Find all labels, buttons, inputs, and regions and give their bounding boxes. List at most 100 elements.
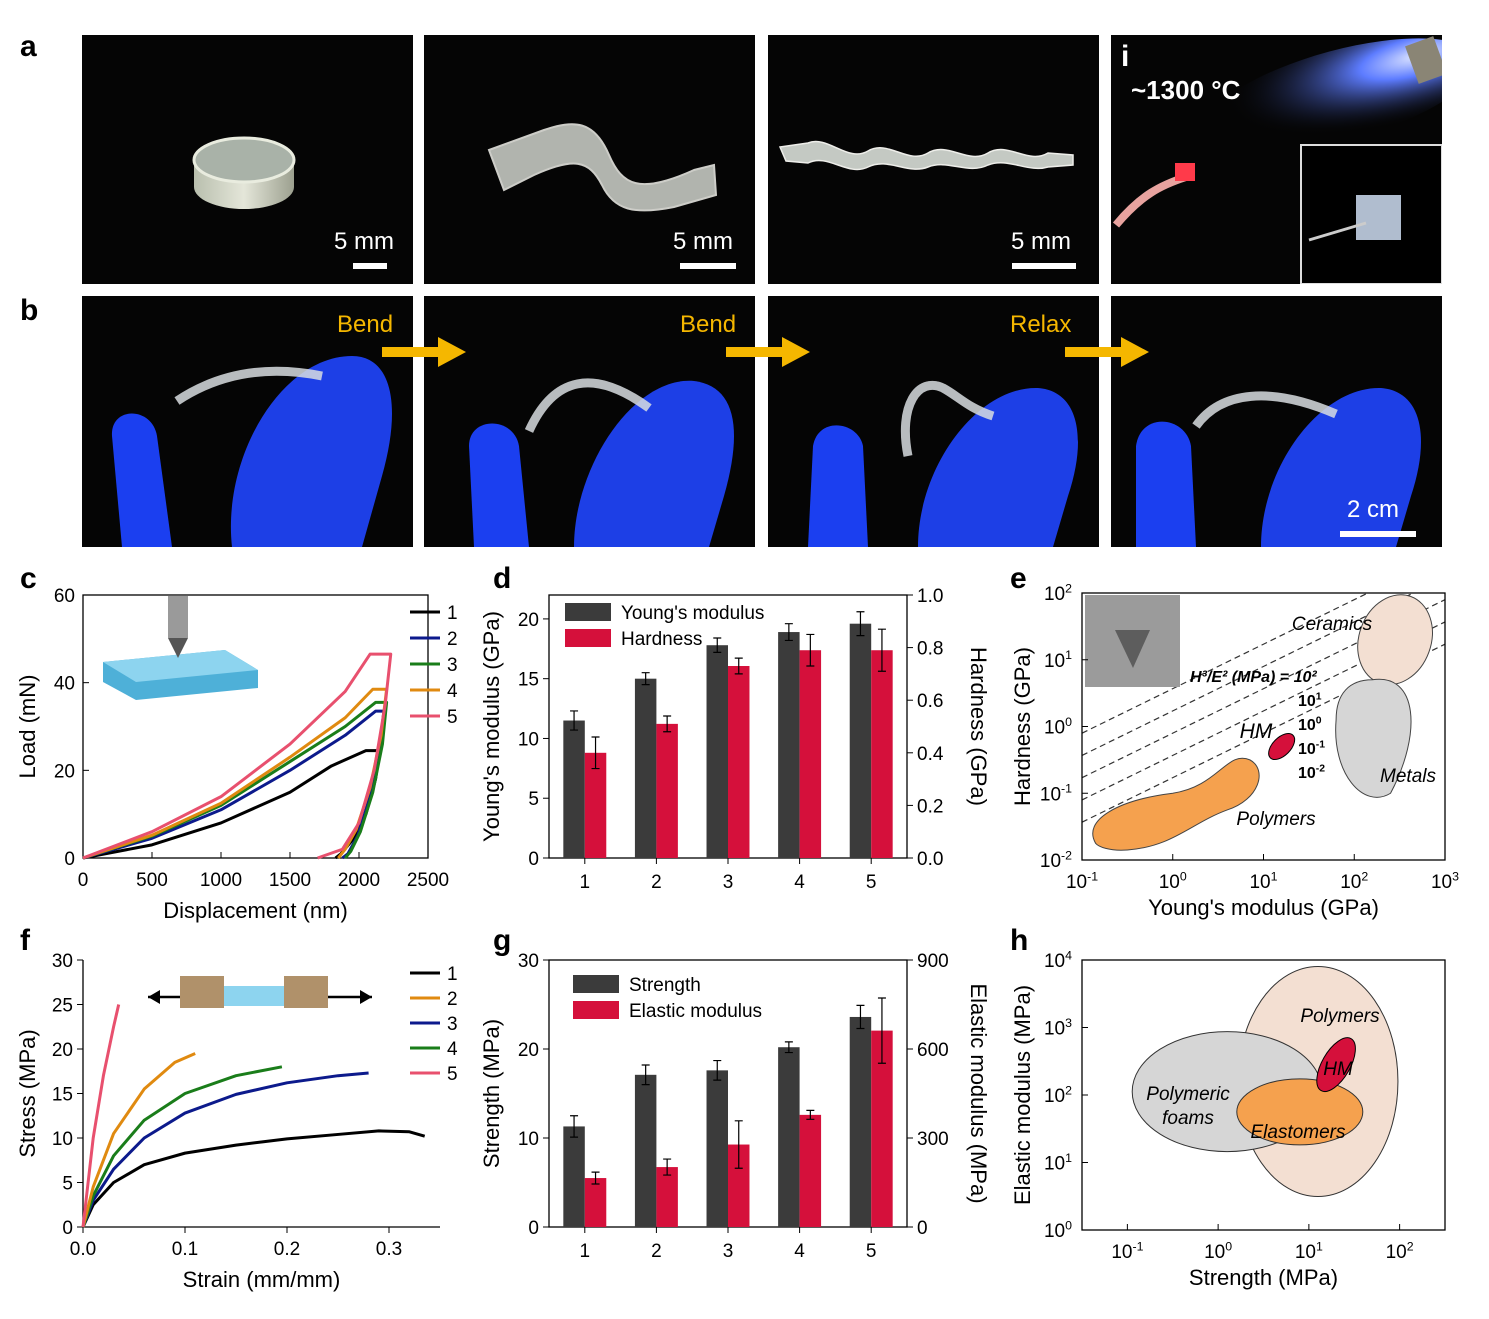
chart-g-errorbar (570, 1115, 579, 1138)
chart-f-ytick-label: 15 (52, 1085, 73, 1106)
chart-d-bar-Young's modulus (778, 632, 800, 858)
chart-g-y2tick-label: 900 (917, 951, 949, 972)
chart-g-y2label: Elastic modulus (MPa) (966, 983, 991, 1203)
chart-e-xtick-label: 101 (1249, 869, 1277, 893)
chart-c-frame (82, 594, 429, 859)
chart-f-series-1 (81, 1129, 426, 1228)
chart-c-series-5 (82, 652, 393, 860)
region-metals (1335, 678, 1412, 798)
chart-f-xtick-label: 0.0 (70, 1239, 96, 1260)
chart-e-region-label: Ceramics (1292, 614, 1373, 635)
chart-g-bar-Strength (849, 1016, 872, 1227)
chart-g-errorbar (734, 1120, 743, 1169)
arrow-label-3: Relax (1010, 311, 1072, 338)
scale-label-3: 5 mm (1011, 228, 1071, 255)
chart-d-bar-Young's modulus (634, 678, 657, 858)
chart-g-bar-Elastic modulus (728, 1144, 750, 1227)
arrow-icon-2 (726, 337, 810, 367)
region-ceramics (1357, 594, 1433, 686)
chart-d-errorbar (713, 637, 722, 653)
chart-f-xtick-label: 0.1 (172, 1239, 198, 1260)
scale-label-4: 2 cm (1347, 496, 1400, 523)
chart-e-ytick-label: 100 (1044, 715, 1072, 739)
indenter-tip-icon (168, 596, 188, 638)
indenter-point-icon (168, 638, 188, 658)
chart-e-dashed-line (1082, 593, 1415, 756)
chart-g-xtick-label: 5 (866, 1241, 877, 1262)
photo-bend-3 (768, 296, 1099, 547)
chart-d-xtick-label: 4 (794, 872, 805, 893)
chart-e-xtick-label: 102 (1340, 869, 1368, 893)
chart-d-xtick-label: 2 (651, 872, 662, 893)
chart-c-xtick-label: 1000 (200, 870, 242, 891)
chart-h-ytick-label: 102 (1044, 1083, 1072, 1107)
chart-e-xtick-label: 10-1 (1066, 869, 1098, 893)
chart-e-dashed-line (1082, 621, 1445, 801)
chart-f-legend-label: 1 (447, 964, 458, 985)
chart-f-ytick-label: 5 (62, 1174, 73, 1195)
chart-h-region-label: Polymeric (1146, 1084, 1230, 1105)
chart-c-legend-label: 4 (447, 681, 458, 702)
chart-g-xtick-label: 4 (794, 1241, 805, 1262)
chart-f-legend-label: 3 (447, 1014, 458, 1035)
photo-relax: 2 cm (1111, 296, 1442, 547)
chart-h-xtick-label: 101 (1295, 1239, 1323, 1263)
chart-d-errorbar (806, 633, 815, 667)
chart-f-series-5 (81, 1004, 121, 1228)
chart-h-ylabel: Elastic modulus (MPa) (1010, 985, 1035, 1205)
disc-sample (192, 136, 296, 209)
chart-d-legend-label: Young's modulus (621, 603, 764, 624)
chart-h-ytick-label: 104 (1044, 948, 1072, 972)
chart-d-xtick-label: 5 (866, 872, 877, 893)
chart-e-xtick-label: 100 (1159, 869, 1187, 893)
chart-e-dashed-line (1082, 643, 1445, 823)
chart-g-xtick-label: 3 (723, 1241, 734, 1262)
chart-f-ytick-label: 20 (52, 1040, 73, 1061)
chart-d-bar-Hardness (584, 752, 607, 858)
region-hm (1316, 1037, 1356, 1093)
chart-d-errorbar (641, 672, 650, 686)
chart-f-xlabel: Strain (mm/mm) (183, 1267, 341, 1292)
panel-letter-g: g (493, 924, 511, 957)
chart-d-legend-label: Hardness (621, 629, 702, 650)
region-elastomers (1236, 1078, 1364, 1146)
panel-letter-d: d (493, 562, 511, 595)
chart-h-ytick-label: 101 (1044, 1151, 1072, 1175)
chart-h-ytick-label: 103 (1044, 1016, 1072, 1040)
chart-d-bar-Young's modulus (849, 623, 872, 858)
chart-d-xtick-label: 3 (723, 872, 734, 893)
scale-label-1: 5 mm (334, 228, 394, 255)
chart-d-errorbar (877, 628, 886, 672)
chart-d-y2tick-label: 0.4 (917, 744, 944, 765)
chart-h-region-label: foams (1162, 1108, 1214, 1129)
chart-d-y2tick-label: 0.8 (917, 639, 943, 660)
chart-f-xtick-label: 0.3 (376, 1239, 402, 1260)
chart-d-ytick-label: 10 (518, 729, 539, 750)
chart-f-ytick-label: 25 (52, 996, 73, 1017)
panel-letter-a: a (20, 30, 37, 63)
chart-e-xlabel: Young's modulus (GPa) (1148, 895, 1379, 920)
panel-letter-c: c (20, 562, 37, 595)
chart-e-ytick-label: 10-2 (1040, 848, 1072, 872)
chart-d-errorbar (784, 623, 793, 642)
chart-g-ytick-label: 10 (518, 1129, 539, 1150)
chart-f-ylabel: Stress (MPa) (15, 1029, 40, 1157)
chart-c-ylabel: Load (mN) (15, 675, 40, 779)
photo-bend-1 (82, 296, 413, 547)
chart-c-xtick-label: 2000 (338, 870, 380, 891)
chart-g-legend-swatch (573, 1001, 619, 1019)
chart-e-region-label: Metals (1380, 766, 1436, 787)
chart-g-errorbar (713, 1059, 722, 1081)
chart-g-xtick-label: 2 (651, 1241, 662, 1262)
panel-letter-h: h (1010, 924, 1028, 957)
scale-bar-3 (1012, 263, 1076, 269)
chart-g-xtick-label: 1 (580, 1241, 591, 1262)
chart-c-xtick-label: 1500 (269, 870, 311, 891)
chart-g-bar-Strength (706, 1070, 728, 1227)
chart-g-errorbar (806, 1109, 815, 1120)
chart-g-y2tick-label: 600 (917, 1040, 949, 1061)
chart-f-legend-label: 4 (447, 1039, 458, 1060)
chart-d-legend-swatch (565, 629, 611, 647)
chart-f-series-2 (81, 1071, 369, 1228)
chart-d-bar-Young's modulus (706, 645, 728, 858)
